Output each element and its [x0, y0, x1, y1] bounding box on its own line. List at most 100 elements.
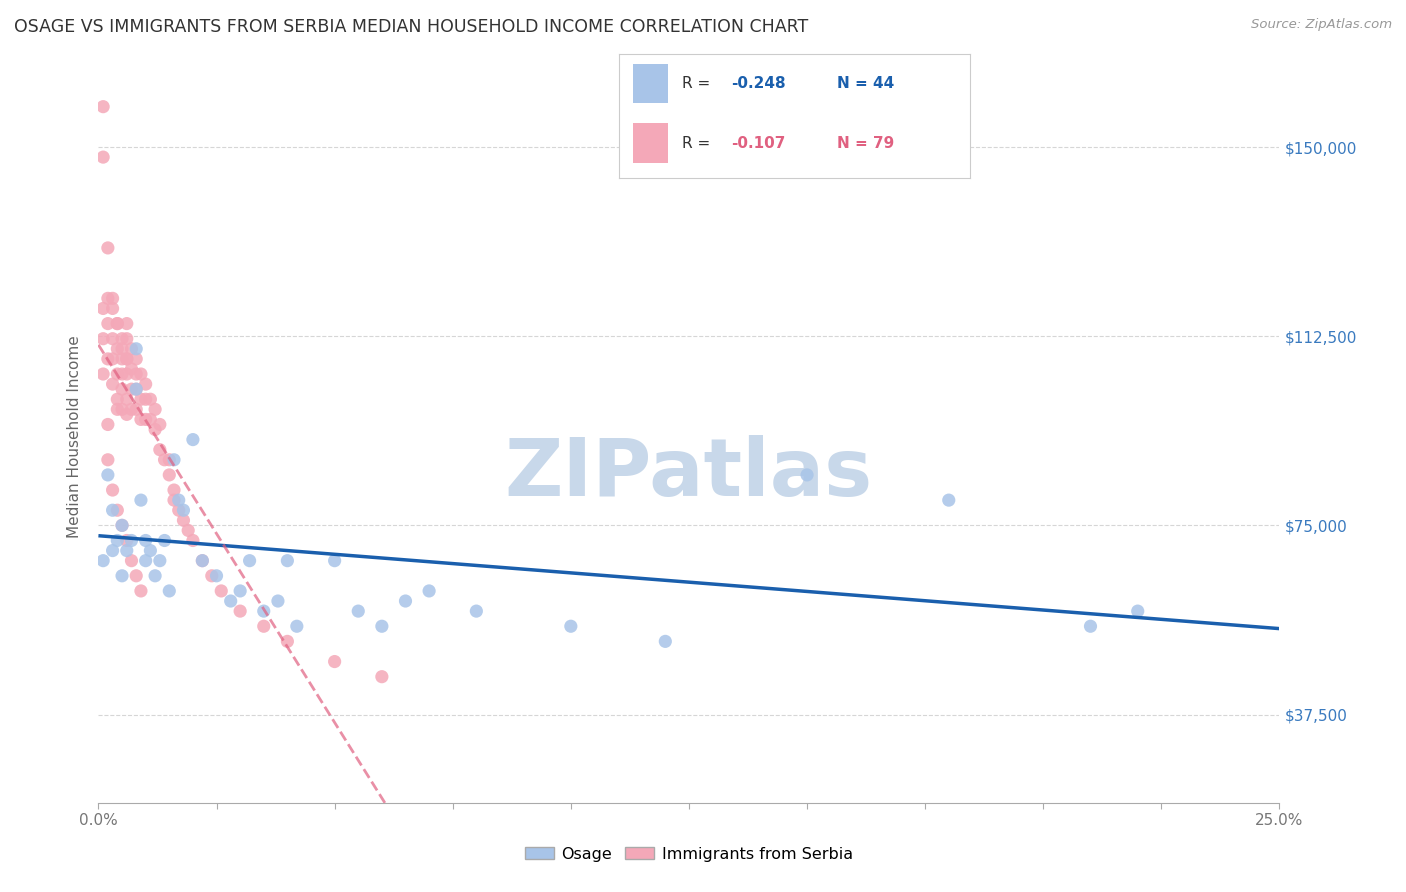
Point: [163, 483, 186, 497]
Point: [181, 433, 204, 447]
Point: [97, 291, 120, 305]
Point: [115, 367, 138, 381]
Point: [167, 503, 190, 517]
Point: [229, 583, 252, 598]
Point: [191, 554, 214, 568]
Text: OSAGE VS IMMIGRANTS FROM SERBIA MEDIAN HOUSEHOLD INCOME CORRELATION CHART: OSAGE VS IMMIGRANTS FROM SERBIA MEDIAN H…: [14, 18, 808, 36]
Point: [654, 634, 676, 648]
FancyBboxPatch shape: [633, 63, 668, 103]
Point: [121, 382, 143, 396]
Point: [105, 367, 128, 381]
Point: [111, 569, 134, 583]
Point: [101, 332, 124, 346]
Point: [111, 367, 134, 381]
Point: [111, 518, 134, 533]
Point: [149, 417, 172, 432]
Point: [129, 583, 152, 598]
Point: [129, 412, 152, 426]
Point: [121, 362, 143, 376]
Point: [157, 583, 180, 598]
Point: [121, 554, 143, 568]
Point: [111, 518, 134, 533]
Point: [125, 351, 148, 366]
Point: [125, 367, 148, 381]
Point: [163, 452, 186, 467]
Point: [101, 483, 124, 497]
Point: [105, 503, 128, 517]
Point: [101, 351, 124, 366]
Point: [115, 533, 138, 548]
Point: [157, 467, 180, 482]
Point: [125, 342, 148, 356]
Point: [105, 317, 128, 331]
Point: [371, 670, 394, 684]
Point: [105, 342, 128, 356]
Point: [105, 392, 128, 407]
Point: [323, 554, 346, 568]
Text: ZIPatlas: ZIPatlas: [505, 434, 873, 513]
Point: [97, 351, 120, 366]
Point: [143, 569, 166, 583]
Point: [1126, 604, 1149, 618]
Point: [149, 554, 172, 568]
Point: [135, 412, 157, 426]
Point: [172, 513, 194, 527]
Point: [105, 317, 128, 331]
Point: [105, 533, 128, 548]
Point: [796, 467, 818, 482]
Point: [191, 554, 214, 568]
Point: [101, 377, 124, 392]
Point: [111, 332, 134, 346]
Text: Source: ZipAtlas.com: Source: ZipAtlas.com: [1251, 18, 1392, 31]
Point: [101, 301, 124, 316]
Point: [91, 100, 114, 114]
Point: [938, 493, 960, 508]
Point: [91, 367, 114, 381]
Point: [125, 382, 148, 396]
Point: [167, 493, 190, 508]
Point: [125, 382, 148, 396]
Point: [101, 543, 124, 558]
Point: [97, 417, 120, 432]
Point: [135, 392, 157, 407]
Point: [125, 402, 148, 417]
Point: [115, 543, 138, 558]
Point: [177, 524, 200, 538]
Point: [239, 554, 262, 568]
Point: [129, 367, 152, 381]
Point: [219, 594, 242, 608]
Point: [111, 342, 134, 356]
FancyBboxPatch shape: [633, 123, 668, 163]
Y-axis label: Median Household Income: Median Household Income: [67, 335, 83, 539]
Point: [115, 351, 138, 366]
Point: [115, 317, 138, 331]
Point: [115, 332, 138, 346]
Text: R =: R =: [682, 136, 716, 151]
Point: [1080, 619, 1102, 633]
Point: [115, 408, 138, 422]
Point: [115, 351, 138, 366]
Point: [371, 619, 394, 633]
Point: [394, 594, 416, 608]
Point: [143, 423, 166, 437]
Point: [111, 402, 134, 417]
Text: R =: R =: [682, 76, 716, 91]
Point: [253, 604, 276, 618]
Text: -0.248: -0.248: [731, 76, 786, 91]
Point: [115, 392, 138, 407]
Point: [253, 619, 276, 633]
Point: [135, 533, 157, 548]
Point: [129, 392, 152, 407]
Point: [111, 351, 134, 366]
Text: N = 44: N = 44: [837, 76, 894, 91]
Point: [139, 412, 162, 426]
Point: [229, 604, 252, 618]
Point: [101, 503, 124, 517]
Point: [153, 452, 176, 467]
Text: -0.107: -0.107: [731, 136, 786, 151]
Point: [105, 402, 128, 417]
Point: [97, 467, 120, 482]
Point: [267, 594, 290, 608]
Point: [91, 150, 114, 164]
Legend: Osage, Immigrants from Serbia: Osage, Immigrants from Serbia: [519, 840, 859, 868]
